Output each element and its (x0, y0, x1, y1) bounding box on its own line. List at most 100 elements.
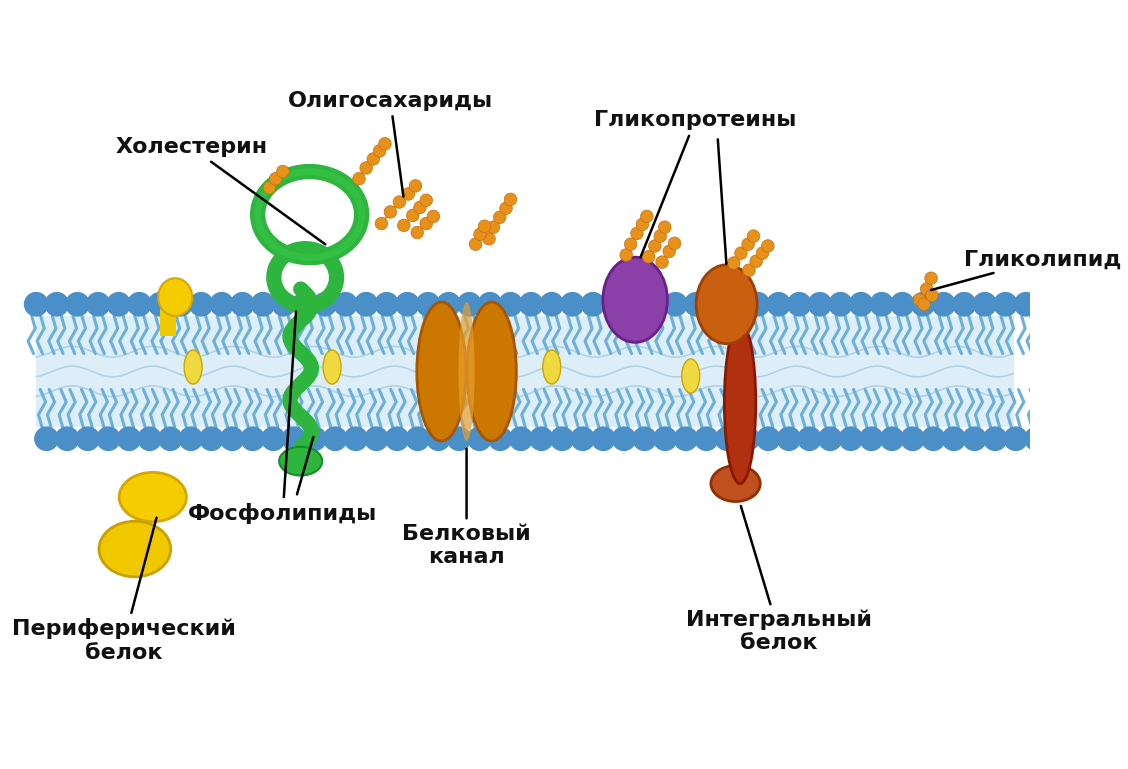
Circle shape (169, 292, 192, 316)
Text: Интегральный
белок: Интегральный белок (686, 506, 872, 654)
Circle shape (849, 292, 873, 316)
Circle shape (488, 427, 512, 451)
Circle shape (653, 427, 677, 451)
Circle shape (777, 427, 801, 451)
Circle shape (87, 292, 109, 316)
Ellipse shape (158, 278, 192, 316)
Circle shape (25, 292, 47, 316)
Circle shape (478, 292, 502, 316)
Circle shape (705, 292, 729, 316)
Circle shape (917, 298, 931, 311)
Circle shape (530, 427, 553, 451)
Circle shape (685, 292, 707, 316)
Circle shape (220, 427, 244, 451)
Circle shape (509, 427, 532, 451)
Circle shape (664, 292, 687, 316)
Circle shape (659, 221, 671, 234)
Circle shape (1014, 292, 1038, 316)
Circle shape (428, 210, 440, 223)
Circle shape (469, 238, 482, 251)
Circle shape (416, 292, 440, 316)
Circle shape (742, 264, 756, 277)
Circle shape (200, 427, 223, 451)
Ellipse shape (711, 466, 760, 501)
Bar (160, 308, 176, 335)
Circle shape (45, 292, 69, 316)
Circle shape (767, 292, 791, 316)
Circle shape (926, 289, 938, 301)
Circle shape (35, 427, 59, 451)
Circle shape (750, 255, 763, 268)
Circle shape (695, 427, 719, 451)
Circle shape (344, 427, 368, 451)
Circle shape (925, 272, 937, 285)
Circle shape (402, 188, 415, 200)
Circle shape (493, 211, 506, 224)
Circle shape (631, 227, 643, 240)
Ellipse shape (696, 265, 757, 344)
Circle shape (138, 427, 161, 451)
Circle shape (540, 292, 563, 316)
Circle shape (973, 292, 996, 316)
Ellipse shape (543, 350, 561, 384)
Circle shape (636, 218, 649, 231)
Circle shape (272, 292, 296, 316)
Circle shape (420, 194, 432, 207)
Circle shape (179, 427, 203, 451)
Circle shape (613, 427, 635, 451)
Circle shape (373, 145, 386, 157)
Ellipse shape (417, 302, 466, 441)
Circle shape (571, 427, 594, 451)
Circle shape (76, 427, 99, 451)
Circle shape (210, 292, 233, 316)
Circle shape (354, 292, 378, 316)
Text: Фосфолипиды: Фосфолипиды (188, 311, 378, 524)
Circle shape (324, 427, 347, 451)
Circle shape (742, 238, 755, 251)
Circle shape (386, 427, 408, 451)
Circle shape (901, 427, 924, 451)
Ellipse shape (99, 521, 170, 577)
Circle shape (409, 180, 422, 192)
Text: Холестерин: Холестерин (115, 138, 325, 245)
Circle shape (414, 201, 426, 214)
Circle shape (504, 193, 517, 205)
Circle shape (891, 292, 914, 316)
Circle shape (641, 210, 653, 223)
Circle shape (117, 427, 141, 451)
Circle shape (581, 292, 605, 316)
Circle shape (1004, 427, 1028, 451)
Circle shape (353, 172, 365, 185)
Circle shape (655, 256, 668, 268)
Circle shape (668, 237, 681, 250)
Circle shape (984, 427, 1007, 451)
Circle shape (520, 292, 543, 316)
Circle shape (942, 427, 966, 451)
Circle shape (932, 292, 955, 316)
Circle shape (922, 427, 945, 451)
Circle shape (468, 427, 491, 451)
Ellipse shape (681, 359, 699, 393)
Circle shape (728, 257, 740, 269)
Circle shape (276, 165, 289, 178)
Circle shape (747, 230, 760, 242)
Text: Гликопротеины: Гликопротеины (594, 111, 796, 257)
Ellipse shape (279, 447, 323, 475)
Circle shape (379, 138, 391, 150)
Circle shape (860, 427, 883, 451)
Circle shape (829, 292, 852, 316)
Circle shape (364, 427, 388, 451)
Circle shape (633, 427, 656, 451)
Circle shape (314, 292, 336, 316)
Circle shape (561, 292, 584, 316)
Circle shape (107, 292, 131, 316)
Circle shape (270, 172, 282, 185)
Circle shape (623, 292, 646, 316)
Ellipse shape (724, 322, 756, 484)
Circle shape (808, 292, 831, 316)
Circle shape (411, 226, 423, 239)
Circle shape (787, 292, 811, 316)
Circle shape (474, 228, 486, 241)
Circle shape (420, 218, 432, 230)
Ellipse shape (323, 350, 341, 384)
